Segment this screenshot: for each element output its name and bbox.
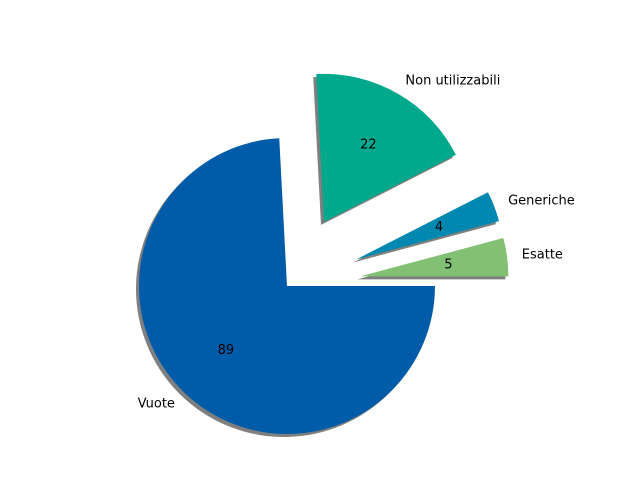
slice-value-non-utilizzabili: 22 — [360, 138, 377, 153]
slice-value-generiche: 4 — [435, 220, 443, 235]
slice-non-utilizzabili — [316, 73, 456, 222]
slice-label-generiche: Generiche — [508, 194, 575, 209]
slice-value-esatte: 5 — [444, 257, 452, 272]
slice-label-non-utilizzabili: Non utilizzabili — [405, 73, 500, 88]
slice-value-vuote: 89 — [218, 343, 235, 358]
slice-label-vuote: Vuote — [138, 397, 175, 412]
labels: Esatte 5 Generiche 4 Non utilizzabili 22 Vuote… — [138, 73, 575, 411]
slice-esatte — [360, 238, 509, 277]
slice-label-esatte: Esatte — [522, 248, 563, 263]
slice-vuote — [138, 138, 435, 435]
slice-generiche — [356, 192, 500, 260]
slices — [138, 73, 509, 435]
